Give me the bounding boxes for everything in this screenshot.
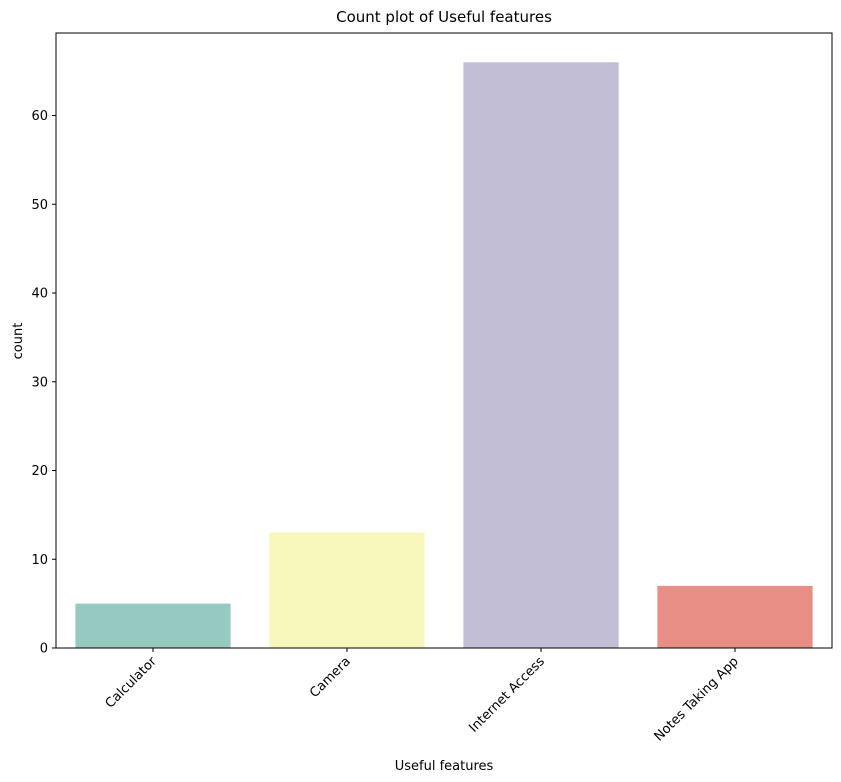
y-tick-label: 60 — [31, 109, 48, 124]
chart-title: Count plot of Useful features — [336, 8, 552, 26]
bar-notes-taking-app — [657, 585, 813, 648]
y-axis-label: count — [11, 323, 26, 360]
bar-calculator — [75, 603, 231, 648]
y-tick-label: 0 — [40, 642, 48, 657]
bars-group — [75, 62, 813, 649]
x-tick-label: Notes Taking App — [652, 654, 742, 744]
y-tick-label: 50 — [31, 198, 48, 213]
x-tick-label: Calculator — [103, 654, 161, 712]
x-axis-label: Useful features — [395, 759, 494, 774]
plot-frame — [55, 32, 833, 649]
x-axis-ticks: Calculator Camera Internet Access Notes Tak… — [103, 648, 742, 744]
bar-internet-access — [463, 62, 619, 649]
y-tick-label: 30 — [31, 375, 48, 390]
y-tick-label: 40 — [31, 287, 48, 302]
y-tick-label: 20 — [31, 464, 48, 479]
y-axis-ticks: 0 10 20 30 40 50 60 — [31, 109, 56, 657]
bar-camera — [269, 532, 425, 648]
x-tick-label: Internet Access — [466, 654, 548, 736]
x-tick-label: Camera — [307, 654, 354, 701]
y-tick-label: 10 — [31, 553, 48, 568]
